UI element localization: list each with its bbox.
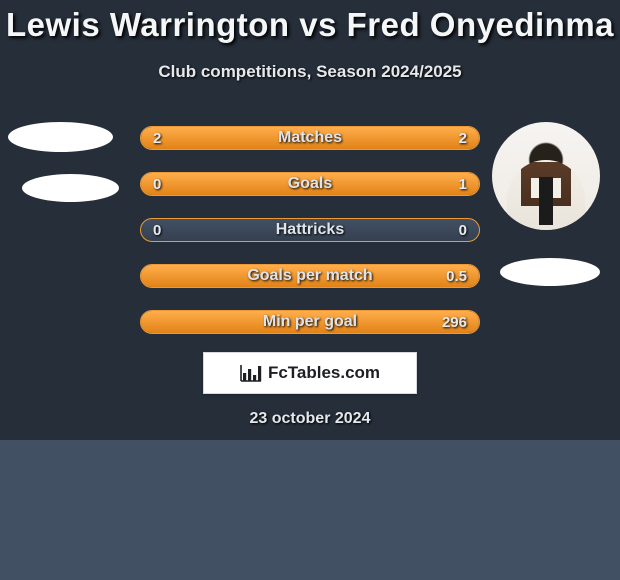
stat-row: 22Matches <box>140 126 480 150</box>
h2h-infographic: Lewis Warrington vs Fred Onyedinma Club … <box>0 0 620 580</box>
stat-row: 0.5Goals per match <box>140 264 480 288</box>
stat-row: 296Min per goal <box>140 310 480 334</box>
stat-label: Hattricks <box>141 219 479 241</box>
bar-chart-icon <box>240 364 262 382</box>
stat-bars: 22Matches 01Goals 00Hattricks 0.5Goals per … <box>140 126 480 356</box>
stat-label: Goals per match <box>141 265 479 287</box>
page-title: Lewis Warrington vs Fred Onyedinma <box>0 6 620 44</box>
stat-label: Min per goal <box>141 311 479 333</box>
page-subtitle: Club competitions, Season 2024/2025 <box>0 62 620 82</box>
stat-label: Goals <box>141 173 479 195</box>
date-stamp: 23 october 2024 <box>0 410 620 428</box>
badge-label: FcTables.com <box>268 363 380 383</box>
player-left-placeholder-1 <box>8 122 113 152</box>
player-right-placeholder <box>500 258 600 286</box>
fctables-badge[interactable]: FcTables.com <box>203 352 417 394</box>
stat-row: 00Hattricks <box>140 218 480 242</box>
player-left-placeholder-2 <box>22 174 119 202</box>
bottom-panel <box>0 440 620 580</box>
stat-label: Matches <box>141 127 479 149</box>
stat-row: 01Goals <box>140 172 480 196</box>
player-right-avatar <box>492 122 600 230</box>
